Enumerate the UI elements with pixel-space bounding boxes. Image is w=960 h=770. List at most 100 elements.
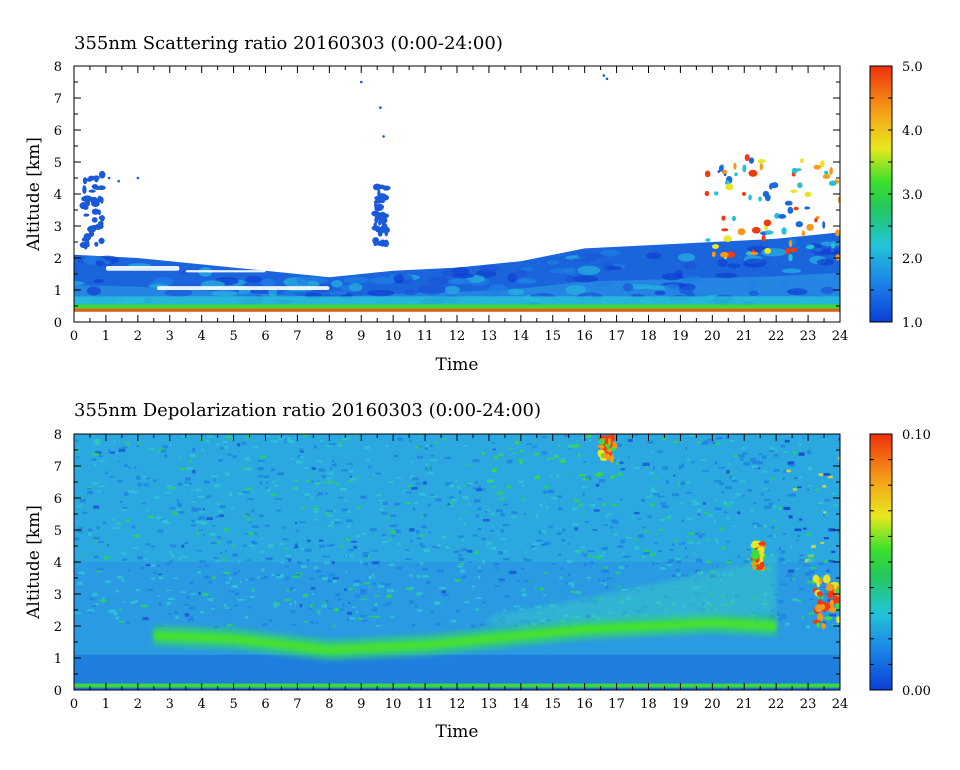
depol-noise — [723, 511, 728, 514]
depol-noise — [347, 509, 351, 513]
depol-noise — [646, 496, 652, 498]
cloud-speck — [784, 200, 793, 206]
depol-noise — [476, 514, 479, 518]
depol-noise — [583, 460, 587, 464]
high-depol-speck — [828, 607, 837, 613]
depol-noise — [617, 585, 621, 588]
depol-noise — [409, 574, 413, 577]
depol-noise — [574, 499, 580, 503]
depol-noise — [330, 543, 335, 547]
depol-noise — [726, 561, 732, 564]
depol-noise — [478, 575, 481, 579]
depol-noise — [631, 464, 634, 466]
depol-noise — [340, 469, 348, 472]
depol-noise — [756, 524, 763, 527]
cloud-speck — [769, 183, 773, 190]
x-tick-label: 20 — [704, 697, 721, 712]
depol-noise — [98, 485, 106, 488]
aerosol-texture — [447, 279, 467, 285]
colorbar-tick-label: 1.0 — [902, 316, 923, 331]
depol-noise — [191, 507, 196, 510]
depol-noise — [207, 597, 214, 602]
depol-noise — [773, 468, 780, 472]
depol-noise — [225, 445, 228, 450]
depol-noise — [491, 512, 495, 516]
depol-noise — [157, 625, 164, 628]
depol-noise — [782, 477, 785, 481]
cloud-speck — [731, 215, 737, 222]
depol-noise — [430, 454, 435, 457]
depol-noise — [708, 513, 714, 517]
depol-noise — [531, 545, 535, 549]
depol-noise — [445, 545, 448, 548]
y-tick-label: 3 — [54, 588, 62, 603]
depol-noise — [282, 538, 289, 541]
depol-noise — [176, 508, 181, 511]
depol-noise — [382, 604, 390, 607]
depol-noise — [96, 570, 100, 573]
depol-noise — [476, 488, 483, 492]
depol-noise — [131, 525, 136, 529]
depol-noise — [389, 615, 395, 619]
cloud-speck — [93, 186, 102, 190]
depol-noise — [283, 438, 290, 441]
depol-noise — [458, 554, 462, 557]
depol-noise — [397, 477, 402, 479]
depol-noise — [416, 574, 421, 578]
cloud-speck — [788, 253, 793, 262]
depol-noise — [305, 480, 311, 482]
depol-noise — [351, 606, 356, 608]
cloud-speck — [705, 238, 711, 242]
cloud-speck — [805, 244, 815, 250]
depol-noise — [714, 461, 718, 465]
depol-noise — [503, 503, 509, 506]
depol-noise — [820, 542, 825, 544]
cloud-speck — [97, 209, 101, 216]
depol-noise — [422, 574, 429, 578]
depol-noise — [310, 603, 314, 608]
cloud-speck — [801, 230, 805, 237]
depol-noise — [588, 550, 595, 553]
depol-noise — [177, 499, 180, 503]
depol-noise — [772, 534, 777, 538]
depol-noise — [353, 434, 358, 437]
depol-noise — [337, 598, 341, 601]
depol-noise — [304, 548, 312, 553]
depol-noise — [141, 476, 148, 478]
depol-noise — [287, 440, 295, 444]
depol-noise — [248, 577, 255, 581]
cloud-speck — [371, 225, 381, 231]
depol-noise — [546, 458, 551, 460]
depol-noise — [189, 606, 195, 610]
high-depol-speck — [829, 599, 834, 609]
depol-noise — [482, 488, 487, 491]
depol-noise — [145, 543, 151, 546]
aerosol-texture — [628, 284, 653, 290]
depol-noise — [539, 587, 544, 591]
depol-noise — [499, 579, 503, 583]
isolated-speck — [107, 176, 111, 180]
depol-noise — [387, 516, 390, 519]
depol-noise — [117, 575, 123, 579]
high-depol-speck — [755, 564, 765, 568]
depol-noise — [701, 441, 709, 445]
depol-noise — [410, 539, 413, 543]
depol-noise — [714, 499, 717, 502]
depol-noise — [729, 475, 732, 479]
depol-noise — [327, 579, 333, 583]
depol-noise — [674, 538, 678, 542]
depol-noise — [320, 439, 324, 443]
depol-noise — [826, 569, 830, 573]
high-depol-speck — [750, 561, 759, 566]
depol-noise — [491, 485, 496, 488]
high-depol-speck — [835, 603, 840, 609]
depol-noise — [184, 613, 190, 617]
depol-noise — [687, 517, 694, 520]
depol-noise — [246, 498, 254, 500]
depol-noise — [371, 561, 379, 565]
depol-noise — [428, 531, 431, 534]
depol-noise — [411, 624, 416, 627]
depol-noise — [578, 474, 581, 477]
depol-noise — [75, 467, 81, 470]
depol-noise — [774, 454, 778, 457]
